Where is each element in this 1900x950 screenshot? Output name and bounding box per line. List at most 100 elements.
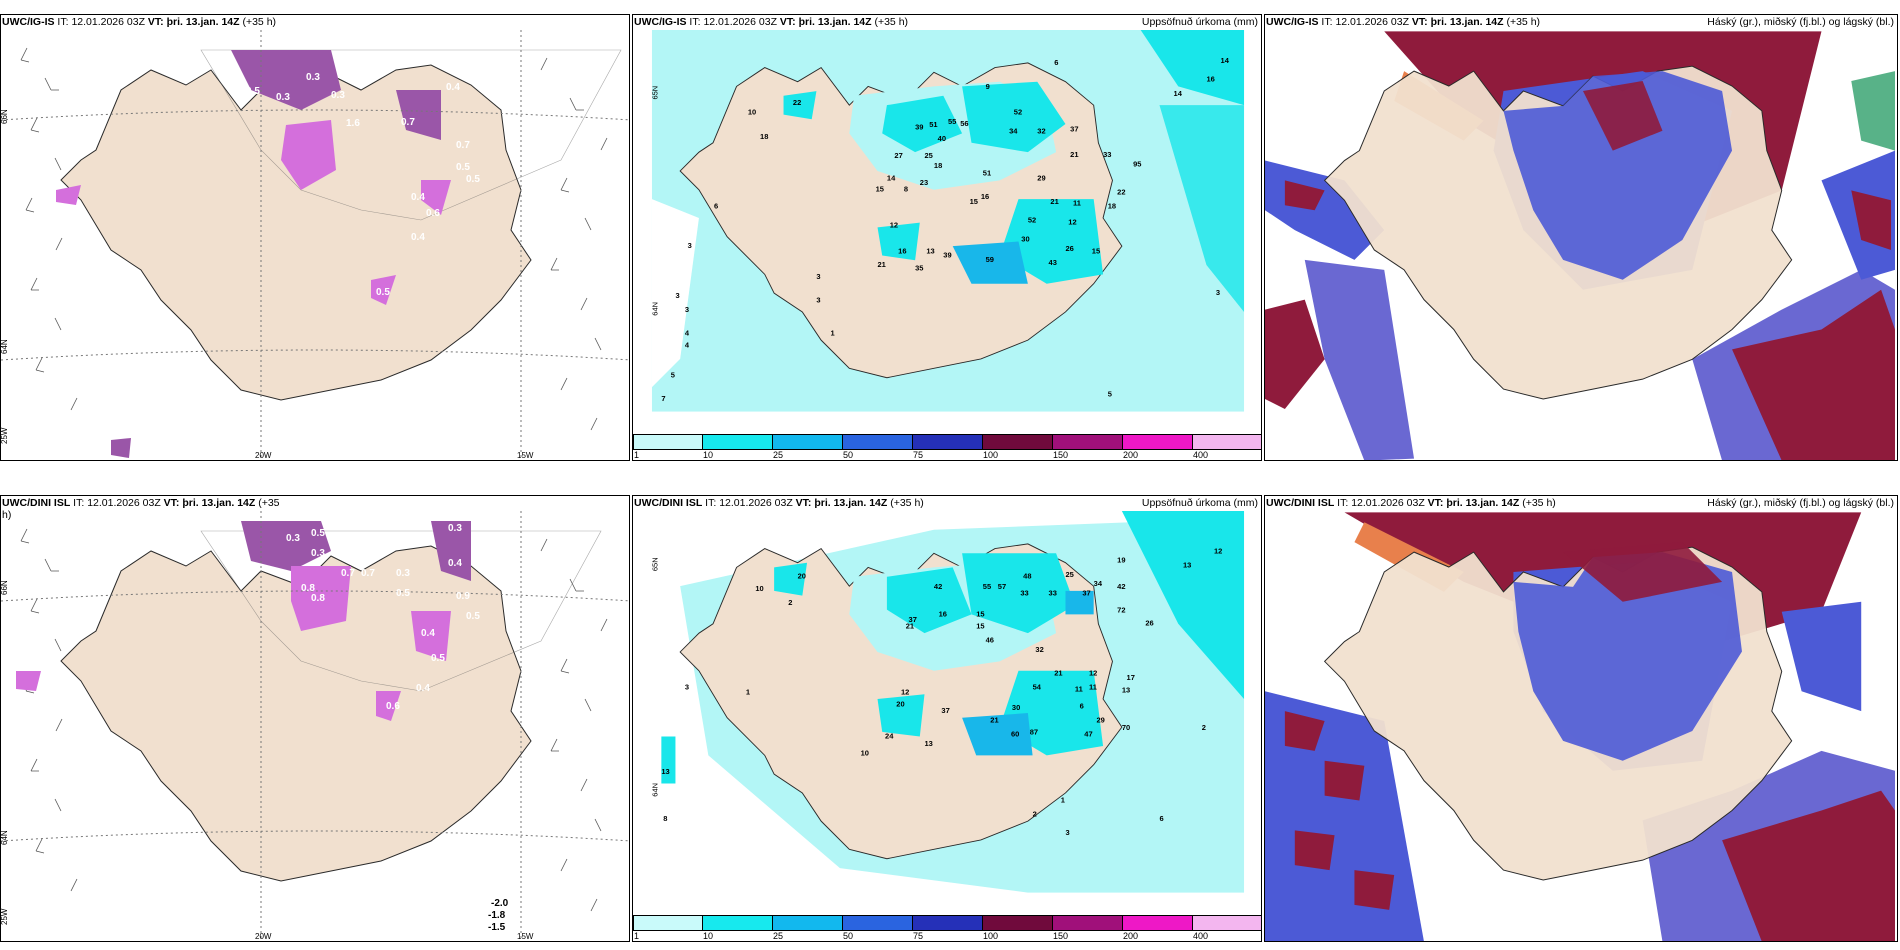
- axis-labels: 66N 64N 25W 20W 15W: [1, 580, 534, 941]
- value-label: 95: [1133, 159, 1141, 168]
- value-label: 3: [675, 291, 679, 300]
- isoline-label: -1.8: [488, 910, 506, 921]
- colorbar-cell: [983, 915, 1053, 931]
- lon-label: 15W: [517, 451, 534, 460]
- value-label: 12: [901, 687, 909, 696]
- colorbar-tick: 10: [703, 450, 714, 460]
- value-label: 13: [926, 247, 934, 256]
- value-label: 2: [788, 598, 792, 607]
- model-name: UWC/IG-IS: [2, 16, 55, 28]
- value-label: 46: [986, 636, 994, 645]
- value-label: 0.4: [411, 192, 425, 203]
- colorbar-tick: 150: [1053, 931, 1069, 941]
- value-label: 1: [831, 328, 835, 337]
- colorbar-cell: [1123, 434, 1193, 450]
- value-label: 16: [898, 247, 906, 256]
- colorbar-tick: 1: [634, 931, 640, 941]
- value-label: 59: [986, 255, 994, 264]
- precip-map: 12 13 19 25 48 34 42 20 10 55 57 33 33 3…: [651, 511, 1245, 893]
- lead-time: (+35 h): [890, 497, 924, 509]
- colorbar-cell: [843, 915, 913, 931]
- colorbar-cell: [983, 434, 1053, 450]
- colorbar-tick: 50: [843, 931, 854, 941]
- it-label: IT:: [1337, 497, 1349, 509]
- colorbar-cell: [633, 915, 703, 931]
- value-label: 3: [688, 241, 692, 250]
- lead-time: (+35 h): [1506, 16, 1541, 28]
- value-label: 12: [890, 220, 898, 229]
- vt-label: VT:: [1411, 16, 1428, 28]
- it-value: 12.01.2026 03Z: [71, 16, 145, 28]
- value-label: 21: [878, 260, 886, 269]
- value-label: 18: [934, 161, 942, 170]
- value-label: 3: [685, 683, 689, 692]
- value-label: 24: [885, 731, 894, 740]
- lat-label: 64N: [651, 302, 660, 316]
- vt-value: þri. 13.jan. 14Z: [1430, 16, 1504, 28]
- value-label: 21: [990, 715, 998, 724]
- value-label: 1: [1061, 795, 1065, 804]
- vt-value: þri. 13.jan. 14Z: [1446, 497, 1520, 509]
- colorbar-cell: [913, 434, 983, 450]
- value-label: 13: [925, 739, 933, 748]
- value-label: 15: [970, 197, 978, 206]
- value-label: 0.6: [386, 701, 400, 712]
- value-label: 2: [1033, 809, 1037, 818]
- value-label: 26: [1145, 619, 1153, 628]
- value-label: 29: [1037, 173, 1045, 182]
- value-label: 13: [1122, 685, 1130, 694]
- lon-label: 20W: [255, 932, 272, 941]
- value-label: 0.3: [331, 90, 345, 101]
- value-label: 55: [948, 117, 956, 126]
- value-label: 0.7: [361, 568, 375, 579]
- value-label: 0.5: [466, 174, 480, 185]
- wind-barbs: [20, 528, 608, 912]
- value-label: 42: [1117, 582, 1125, 591]
- it-label: IT:: [57, 16, 69, 28]
- panel-title: UWC/IG-IS IT: 12.01.2026 03Z VT: þri. 13…: [2, 16, 276, 28]
- value-label: 26: [1065, 244, 1073, 253]
- value-label: 0.4: [421, 628, 435, 639]
- colorbar-tick: 400: [1193, 450, 1209, 460]
- value-label: 32: [1035, 645, 1043, 654]
- colorbar-tick: 75: [913, 931, 924, 941]
- value-label: 33: [1103, 150, 1111, 159]
- value-label: 15: [976, 609, 984, 618]
- value-label: 18: [760, 132, 768, 141]
- value-label: 18: [1108, 202, 1116, 211]
- value-label: 4: [685, 341, 690, 350]
- map-variable-title: Háský (gr.), miðský (fj.bl.) og lágský (…: [1707, 16, 1894, 28]
- value-label: 0.7: [341, 568, 355, 579]
- value-label: 6: [1054, 58, 1058, 67]
- value-label: 0.3: [276, 92, 290, 103]
- panel-bottom-left: UWC/DINI ISL IT: 12.01.2026 03Z VT: þri.…: [0, 495, 630, 942]
- value-label: 0.5: [431, 653, 445, 664]
- vt-value: þri. 13.jan. 14Z: [814, 497, 888, 509]
- colorbar-tick: 200: [1123, 450, 1139, 460]
- value-label: 14: [1221, 56, 1230, 65]
- value-label: 48: [1023, 572, 1031, 581]
- value-label: 10: [748, 108, 756, 117]
- value-label: 0.7: [401, 117, 415, 128]
- value-label: 30: [1021, 234, 1029, 243]
- axis-labels: 65N 64N: [651, 86, 660, 316]
- value-label: 4: [685, 328, 690, 337]
- value-label: 37: [1070, 125, 1078, 134]
- isoline-labels: -2.0 -1.8 -1.5: [488, 898, 509, 933]
- it-value: 12.01.2026 03Z: [1351, 497, 1425, 509]
- value-labels: 0.3 0.5 0.3 0.3 0.4 0.8 0.7 0.7 0.3 0.8 …: [286, 523, 480, 712]
- value-label: 0.5: [376, 287, 390, 298]
- value-label: 16: [939, 609, 947, 618]
- value-label: 72: [1117, 606, 1125, 615]
- value-label: 7: [661, 394, 665, 403]
- colorbar-tick: 50: [843, 450, 854, 460]
- precip-patches: [56, 50, 451, 458]
- vt-value: þri. 13.jan. 14Z: [798, 16, 872, 28]
- value-label: 0.8: [301, 583, 315, 594]
- value-label: 47: [1084, 730, 1092, 739]
- value-label: 25: [1065, 570, 1073, 579]
- colorbar-tick: 100: [983, 450, 999, 460]
- value-label: 34: [1009, 126, 1018, 135]
- value-labels: 14 16 14 6 9 22 10 52 18 39 51 55 56 34 …: [661, 56, 1229, 403]
- cloud-map: [1265, 31, 1895, 460]
